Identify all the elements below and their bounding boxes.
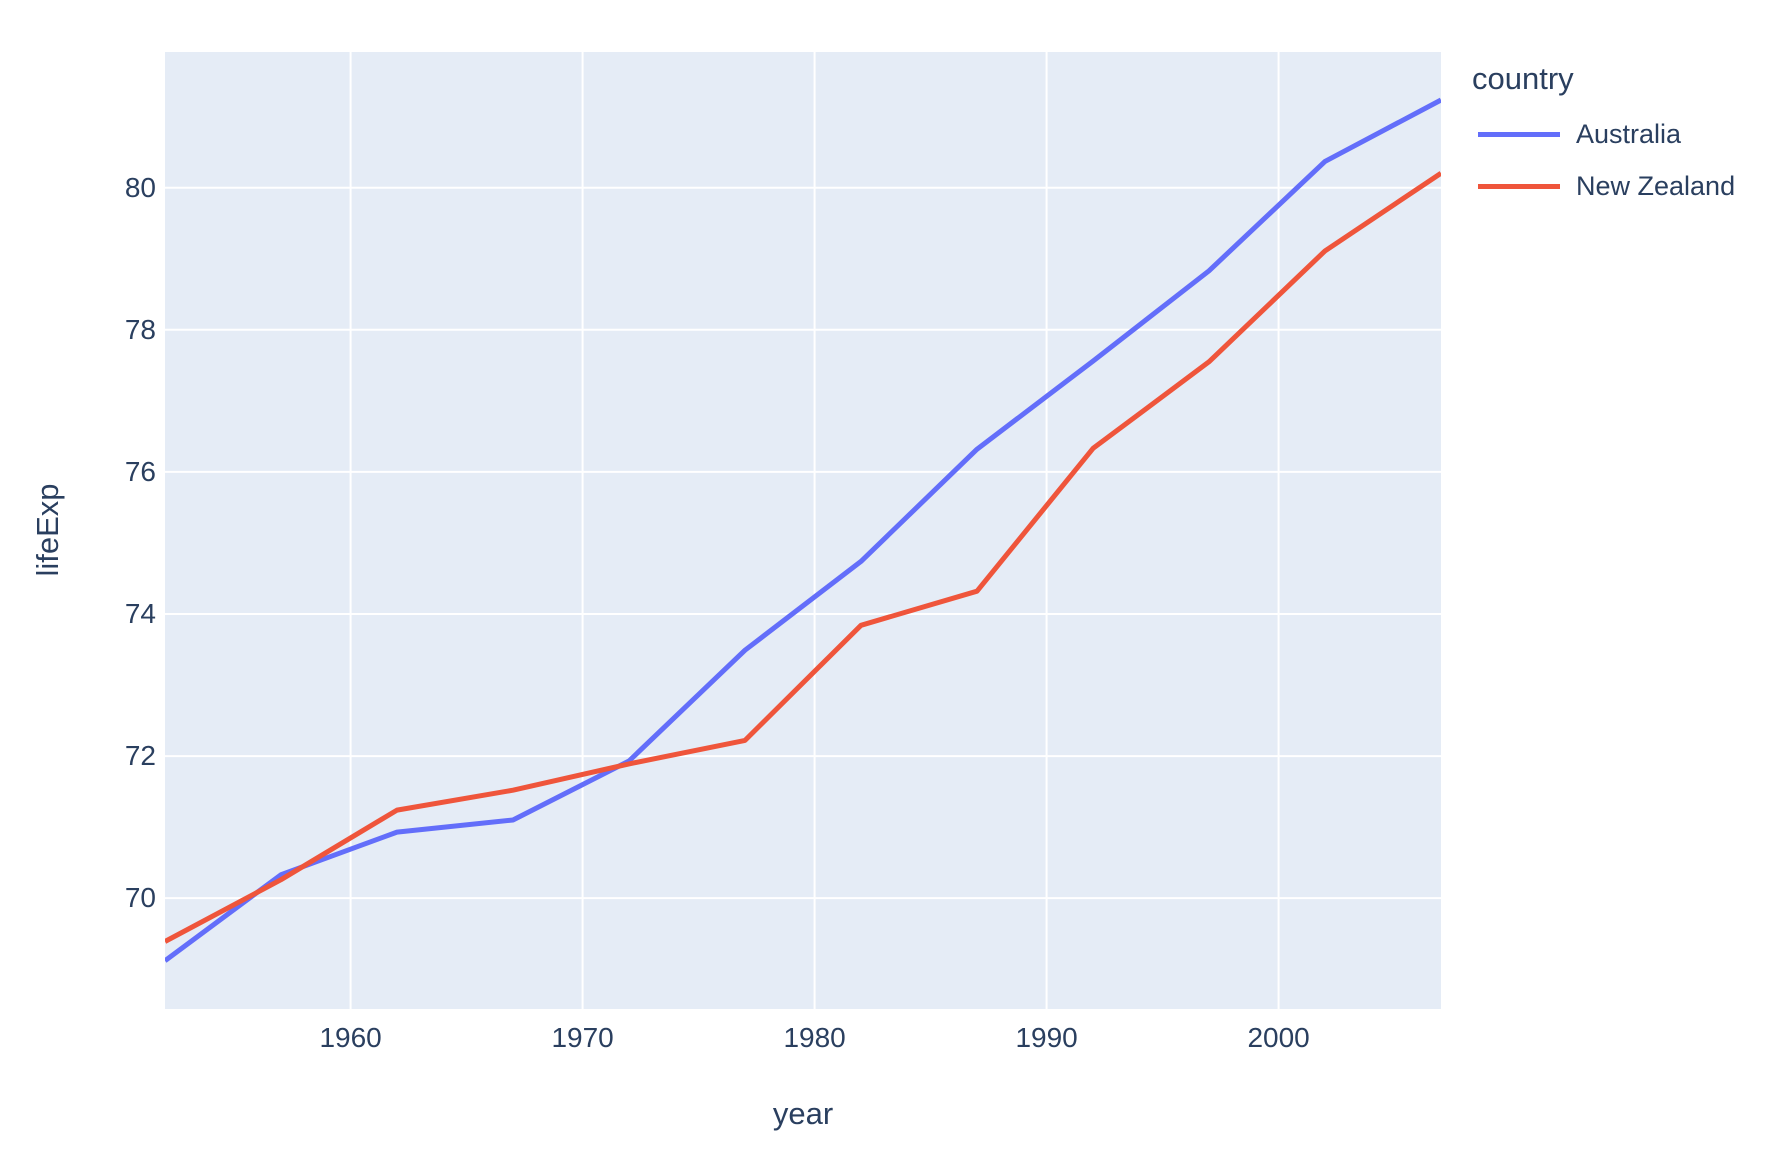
legend-line-swatch [1478,131,1560,137]
series-line-new-zealand[interactable] [165,171,1441,944]
legend-title: country [1472,61,1574,96]
x-tick-label: 2000 [1247,1022,1310,1053]
legend-item-label: New Zealand [1576,170,1736,201]
y-tick-label: 74 [124,597,156,629]
y-tick-label: 70 [124,882,156,914]
y-tick-label: 72 [124,740,156,772]
chart-canvas [165,52,1441,1009]
legend-item-new-zealand[interactable]: New Zealand [1472,160,1735,212]
x-tick-label: 1960 [319,1022,382,1053]
x-tick-label: 1990 [1015,1022,1078,1053]
legend-items: Australia New Zealand [1472,108,1735,212]
y-tick-label: 80 [124,171,156,203]
legend: country Australia New Zealand [1472,60,1735,212]
x-tick-label: 1980 [783,1022,846,1053]
plot-area[interactable] [165,52,1441,1009]
y-tick-label: 76 [124,455,156,487]
series-line-australia[interactable] [165,97,1441,963]
legend-line-swatch [1478,183,1560,189]
y-axis-title: lifeExp [30,483,65,577]
x-axis-title: year [772,1096,834,1131]
y-tick-label: 78 [124,313,156,345]
legend-item-australia[interactable]: Australia [1472,108,1735,160]
legend-item-label: Australia [1576,118,1682,149]
x-tick-label: 1970 [551,1022,614,1053]
